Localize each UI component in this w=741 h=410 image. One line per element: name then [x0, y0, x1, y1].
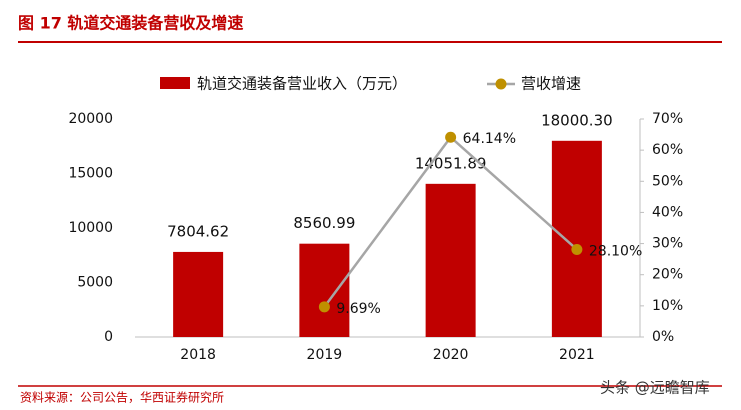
- y2-tick-label: 40%: [652, 204, 683, 220]
- x-tick-label: 2021: [559, 347, 595, 363]
- legend-marker: [495, 78, 507, 90]
- watermark: 头条 @远瞻智库: [600, 379, 710, 397]
- line-value-label: 9.69%: [336, 301, 380, 317]
- bar-value-label: 8560.99: [293, 214, 355, 232]
- line-value-label: 28.10%: [589, 243, 642, 259]
- bar: [173, 251, 224, 337]
- legend-label: 轨道交通装备营业收入（万元）: [197, 75, 407, 93]
- y2-tick-label: 10%: [652, 298, 683, 314]
- bar-value-label: 18000.30: [541, 111, 613, 129]
- y-tick-label: 20000: [68, 111, 113, 127]
- y2-tick-label: 70%: [652, 111, 683, 127]
- line-value-label: 64.14%: [463, 131, 516, 147]
- y-tick-label: 0: [104, 329, 113, 345]
- line-marker: [445, 131, 457, 143]
- y-tick-label: 5000: [77, 275, 113, 291]
- y-tick-label: 10000: [68, 220, 113, 236]
- bar-value-label: 7804.62: [167, 222, 229, 240]
- bar: [551, 140, 602, 337]
- y2-tick-label: 30%: [652, 236, 683, 252]
- legend-label: 营收增速: [521, 75, 581, 93]
- y2-tick-label: 0%: [652, 329, 674, 345]
- source: 资料来源：公司公告，华西证券研究所: [20, 390, 224, 405]
- x-tick-label: 2018: [180, 347, 216, 363]
- x-tick-label: 2019: [307, 347, 343, 363]
- line-marker: [571, 243, 583, 255]
- bar: [425, 183, 476, 337]
- bar: [299, 243, 350, 337]
- y2-tick-label: 60%: [652, 142, 683, 158]
- line-marker: [318, 301, 330, 313]
- chart-title: 图 17 轨道交通装备营收及增速: [18, 14, 243, 33]
- bar-value-label: 14051.89: [415, 154, 487, 172]
- legend-swatch: [160, 77, 190, 89]
- x-tick-label: 2020: [433, 347, 469, 363]
- y2-tick-label: 20%: [652, 267, 683, 283]
- y2-tick-label: 50%: [652, 173, 683, 189]
- y-tick-label: 15000: [68, 166, 113, 182]
